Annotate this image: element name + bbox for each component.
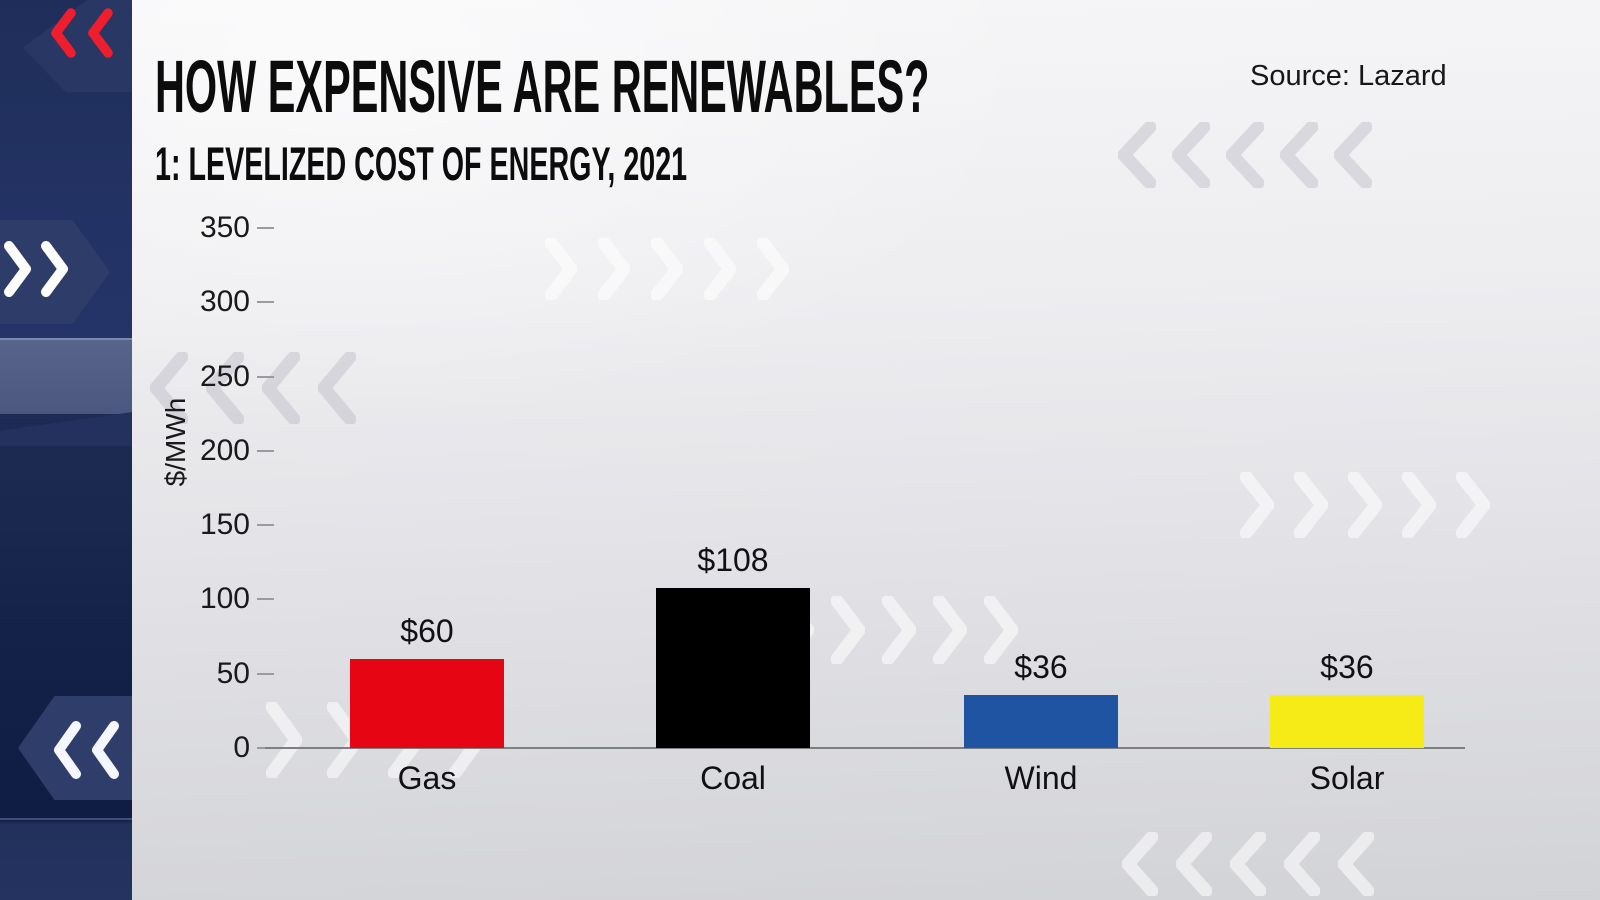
page-title: HOW EXPENSIVE ARE RENEWABLES? bbox=[155, 45, 930, 128]
chevron-watermark-icon bbox=[545, 238, 577, 300]
chevron-watermark-icon bbox=[1294, 472, 1328, 538]
double-chevron-left-red-icon bbox=[51, 8, 113, 58]
chevron-watermark-icon bbox=[882, 596, 916, 664]
chevron-watermark-icon bbox=[1456, 472, 1490, 538]
chevron-watermark-icon bbox=[1240, 472, 1274, 538]
bar-gas bbox=[350, 658, 504, 748]
source-label: Source: Lazard bbox=[1250, 60, 1447, 92]
chevron-watermark-icon bbox=[704, 238, 736, 300]
bar-value-label: $108 bbox=[697, 541, 769, 578]
bar-solar bbox=[1270, 694, 1424, 748]
chevron-watermark-icon bbox=[1284, 832, 1320, 896]
chevron-watermark-icon bbox=[262, 352, 300, 424]
x-axis-line bbox=[265, 747, 1465, 749]
chevron-watermark-icon bbox=[1118, 122, 1156, 188]
y-axis-tick-mark bbox=[257, 375, 274, 378]
y-axis-tick-label: 100 bbox=[199, 582, 250, 616]
chevron-watermark-icon bbox=[266, 702, 302, 778]
double-chevron-right-white-icon bbox=[4, 241, 68, 297]
chevron-watermark-icon bbox=[1230, 832, 1266, 896]
bar-value-label: $36 bbox=[1320, 648, 1374, 685]
chevron-watermark-icon bbox=[1172, 122, 1210, 188]
y-axis-tick-mark bbox=[257, 227, 274, 229]
chevron-watermark-icon bbox=[1402, 472, 1436, 538]
bar-value-label: $60 bbox=[400, 612, 454, 649]
sidebar-notch bbox=[0, 412, 132, 446]
page-subtitle: 1: LEVELIZED COST OF ENERGY, 2021 bbox=[155, 137, 688, 190]
sidebar-divider bbox=[0, 818, 132, 820]
bar-wind bbox=[964, 694, 1118, 748]
y-axis-tick-label: 150 bbox=[199, 508, 250, 542]
y-axis-tick-mark bbox=[257, 301, 274, 304]
double-chevron-left-white-icon bbox=[54, 721, 119, 779]
bar-coal bbox=[656, 587, 810, 748]
chevron-watermark-icon bbox=[598, 238, 630, 300]
y-axis-tick-label: 0 bbox=[233, 731, 250, 764]
y-axis-tick-label: 300 bbox=[199, 285, 250, 319]
sidebar-light-band bbox=[0, 338, 132, 414]
chevron-watermark-icon bbox=[651, 238, 683, 300]
chevron-watermark-icon bbox=[933, 596, 967, 664]
x-axis-category-label: Coal bbox=[700, 760, 766, 796]
y-axis-tick-label: 350 bbox=[199, 211, 250, 244]
chevron-watermark-icon bbox=[206, 352, 244, 424]
chevron-watermark-icon bbox=[1176, 832, 1212, 896]
y-axis-tick-mark bbox=[257, 672, 274, 675]
y-axis-tick-label: 250 bbox=[199, 359, 250, 393]
x-axis-category-label: Gas bbox=[397, 760, 457, 796]
y-axis-tick-label: 50 bbox=[216, 656, 250, 690]
sidebar bbox=[0, 0, 132, 900]
chevron-watermark-icon bbox=[757, 238, 789, 300]
chevron-watermark-icon bbox=[1280, 122, 1318, 188]
bar-value-label: $36 bbox=[1014, 648, 1068, 685]
chevron-watermark-icon bbox=[150, 352, 188, 424]
y-axis-tick-mark bbox=[257, 449, 274, 452]
y-axis-tick-mark bbox=[257, 598, 274, 601]
x-axis-category-label: Wind bbox=[1004, 760, 1078, 796]
chevron-watermark-icon bbox=[1122, 832, 1158, 896]
chevron-watermark-icon bbox=[984, 596, 1018, 664]
x-axis-category-label: Solar bbox=[1309, 760, 1385, 796]
chevron-watermark-icon bbox=[1226, 122, 1264, 188]
chevron-watermark-icon bbox=[1348, 472, 1382, 538]
chevron-watermark-icon bbox=[1334, 122, 1372, 188]
y-axis-tick-label: 200 bbox=[199, 433, 250, 467]
chevron-watermark-icon bbox=[318, 352, 356, 424]
chevron-watermark-icon bbox=[831, 596, 865, 664]
y-axis-tick-mark bbox=[257, 524, 274, 527]
chevron-watermark-icon bbox=[1338, 832, 1374, 896]
